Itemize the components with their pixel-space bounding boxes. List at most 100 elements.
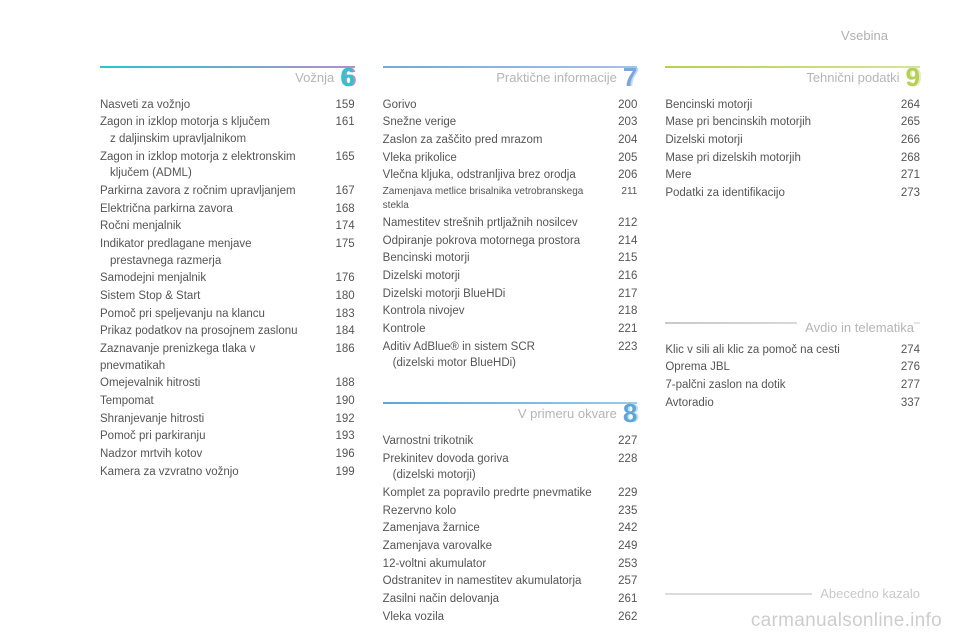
toc-entry: Mase pri dizelskih motorjih268 [665,149,920,167]
toc-entry-label: Zaslon za zaščito pred mrazom [383,132,606,149]
toc-entry-label: Avtoradio [665,395,888,412]
toc-entry-page: 193 [323,428,355,445]
toc-entry-page: 257 [605,573,637,590]
toc-entry-page: 223 [605,339,637,372]
section-rule [383,402,638,404]
toc-entry: Zasilni način delovanja261 [383,590,638,608]
section-rule [383,66,638,68]
toc-entry: Gorivo200 [383,96,638,114]
toc-entry: Odstranitev in namestitev akumulatorja25… [383,573,638,591]
toc-entry-page: 192 [323,411,355,428]
toc-entry-label: Dizelski motorji [383,268,606,285]
toc-entry: Indikator predlagane menjaveprestavnega … [100,235,355,269]
toc-entry-label: Vlečna kljuka, odstranljiva brez orodja [383,167,606,184]
toc-entry: Mere271 [665,167,920,185]
toc-entry-label: Vleka prikolice [383,150,606,167]
toc-entry-page: 242 [605,520,637,537]
toc-entry-label: Pomoč pri parkiranju [100,428,323,445]
toc-entry-label: Sistem Stop & Start [100,288,323,305]
toc-entry-label: Mere [665,167,888,184]
toc-entry-label: Kontrole [383,321,606,338]
toc-entry-page: 167 [323,183,355,200]
toc-entry: Vleka vozila262 [383,608,638,626]
toc-entry: 7-palčni zaslon na dotik277 [665,376,920,394]
toc-entry-page: 218 [605,303,637,320]
toc-entry-label: Bencinski motorji [383,250,606,267]
toc-entry: Snežne verige203 [383,114,638,132]
section-number: 8 [623,400,637,426]
toc-entry: Nasveti za vožnjo159 [100,96,355,114]
toc-entry-page: 273 [888,185,920,202]
section-head: Vožnja6 [100,64,355,90]
toc-entry: Samodejni menjalnik176 [100,270,355,288]
watermark: carmanualsonline.info [751,610,942,632]
toc-entry-page: 268 [888,150,920,167]
toc-entry: Sistem Stop & Start180 [100,287,355,305]
toc-entry-label: Zasilni način delovanja [383,591,606,608]
toc-entry: Aditiv AdBlue® in sistem SCR(dizelski mo… [383,338,638,372]
toc-entry-page: 228 [605,451,637,484]
section-number: 9 [906,64,920,90]
toc-entry-label: Prikaz podatkov na prosojnem zaslonu [100,323,323,340]
toc-entry-label: Komplet za popravilo predrte pnevmatike [383,485,606,502]
toc-entry-page: 249 [605,538,637,555]
toc-entry-label: Rezervno kolo [383,503,606,520]
index-rule [665,593,812,595]
toc-entry: Zamenjava metlice brisalnika vetrobransk… [383,184,638,214]
toc-entry-label: 12-voltni akumulator [383,556,606,573]
toc-entry: Klic v sili ali klic za pomoč na cesti27… [665,341,920,359]
toc-entry: Kontrola nivojev218 [383,303,638,321]
toc-entry: Ročni menjalnik174 [100,218,355,236]
section-rule [665,66,920,68]
toc-entry: Odpiranje pokrova motornega prostora214 [383,232,638,250]
toc-entry-page: 337 [888,395,920,412]
toc-entry: 12-voltni akumulator253 [383,555,638,573]
column: Praktične informacije7 Gorivo200Snežne ve… [383,64,638,640]
toc-entry-page: 184 [323,323,355,340]
section-title: Tehnični podatki [798,70,899,85]
toc-entry-page: 211 [605,185,637,214]
toc-entry-page: 264 [888,97,920,114]
toc-entry-page: 161 [323,114,355,147]
toc-entry-page: 168 [323,201,355,218]
toc-section: Praktične informacije7 Gorivo200Snežne ve… [383,64,638,372]
toc-entry-label: Mase pri bencinskih motorjih [665,114,888,131]
toc-entry-page: 277 [888,377,920,394]
toc-entry-label: Shranjevanje hitrosti [100,411,323,428]
toc-section: V primeru okvare8Varnostni trikotnik227P… [383,400,638,625]
toc-entry-page: 180 [323,288,355,305]
toc-entry: Bencinski motorji264 [665,96,920,114]
toc-entry-sublabel: (dizelski motor BlueHDi) [383,355,596,372]
toc-entry-page: 227 [605,433,637,450]
toc-entry-page: 200 [605,97,637,114]
toc-entry-page: 276 [888,359,920,376]
toc-entry-label: Oprema JBL [665,359,888,376]
toc-entry: Kamera za vzvratno vožnjo199 [100,463,355,481]
toc-entry-page: 271 [888,167,920,184]
toc-entry-page: 165 [323,149,355,182]
toc-entry-label: Gorivo [383,97,606,114]
toc-entry-label: Snežne verige [383,114,606,131]
toc-entry: Dizelski motorji216 [383,267,638,285]
toc-entry-page: 196 [323,446,355,463]
toc-entry: Pomoč pri speljevanju na klancu183 [100,305,355,323]
toc-entry-page: 262 [605,609,637,626]
toc-entry-page: 190 [323,393,355,410]
toc-entry: Pomoč pri parkiranju193 [100,428,355,446]
toc-entry: Komplet za popravilo predrte pnevmatike2… [383,484,638,502]
section-head: Praktične informacije7 [383,64,638,90]
toc-entry-page: 229 [605,485,637,502]
toc-entry-page: 274 [888,342,920,359]
toc-entry-label: Omejevalnik hitrosti [100,375,323,392]
toc-entry-page: 174 [323,218,355,235]
index-title: Abecedno kazalo [820,586,920,601]
section-title: V primeru okvare [510,406,617,421]
section-head: Tehnični podatki 9 [665,64,920,90]
page-header-title: Vsebina [841,28,888,43]
toc-entry-page: 206 [605,167,637,184]
toc-entry-label: Kontrola nivojev [383,303,606,320]
toc-section: Avdio in telematikaKlic v sili ali klic … [665,320,920,412]
toc-entry-label: Mase pri dizelskih motorjih [665,150,888,167]
toc-entry-label: Nadzor mrtvih kotov [100,446,323,463]
toc-entry-label: Bencinski motorji [665,97,888,114]
